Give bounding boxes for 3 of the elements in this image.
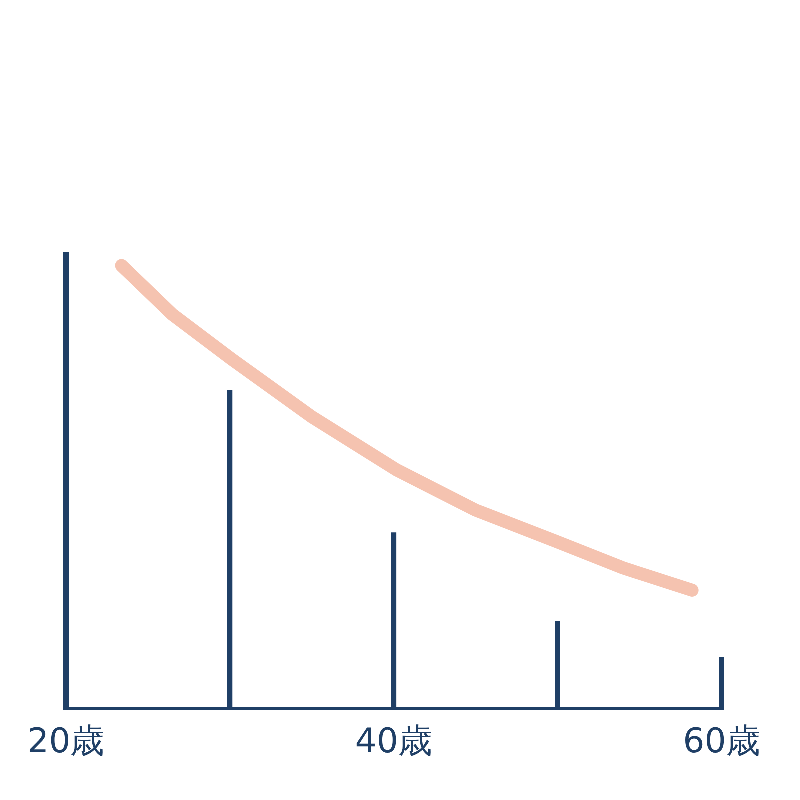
x-tick-label: 20歳 bbox=[27, 722, 105, 762]
x-tick-label: 60歳 bbox=[683, 722, 760, 762]
x-tick-label: 40歳 bbox=[355, 722, 433, 762]
